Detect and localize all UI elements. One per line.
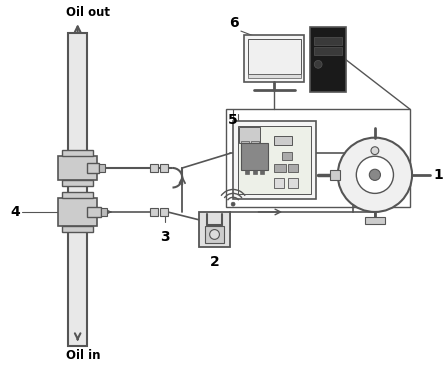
Bar bbox=[248, 39, 301, 74]
Bar bbox=[58, 198, 97, 226]
Circle shape bbox=[371, 147, 379, 155]
Bar bbox=[310, 27, 345, 92]
Text: Oil out: Oil out bbox=[66, 6, 110, 20]
Bar bbox=[244, 35, 305, 82]
Bar bbox=[205, 226, 224, 243]
Bar bbox=[238, 126, 311, 194]
Bar bbox=[274, 136, 292, 145]
Bar bbox=[87, 207, 101, 217]
Bar bbox=[199, 212, 230, 247]
Circle shape bbox=[314, 60, 322, 68]
Bar bbox=[101, 208, 107, 216]
Bar bbox=[261, 170, 265, 174]
Bar bbox=[253, 170, 257, 174]
Bar bbox=[68, 33, 87, 346]
Bar bbox=[62, 226, 93, 231]
Text: 1: 1 bbox=[433, 168, 443, 182]
Bar bbox=[226, 109, 410, 207]
Bar bbox=[87, 163, 99, 173]
Bar bbox=[99, 164, 105, 172]
Bar bbox=[274, 164, 286, 172]
Text: 3: 3 bbox=[160, 230, 170, 244]
Bar bbox=[150, 164, 158, 172]
Bar bbox=[330, 170, 340, 180]
Bar bbox=[365, 217, 385, 224]
Circle shape bbox=[357, 156, 393, 194]
Text: 6: 6 bbox=[230, 16, 239, 30]
Bar bbox=[251, 141, 258, 145]
Bar bbox=[62, 151, 93, 156]
Bar bbox=[274, 178, 284, 188]
Text: 4: 4 bbox=[10, 205, 20, 219]
Bar bbox=[160, 208, 167, 216]
Circle shape bbox=[338, 138, 412, 212]
Bar bbox=[248, 74, 301, 78]
Bar bbox=[239, 127, 261, 142]
Bar bbox=[245, 170, 249, 174]
Circle shape bbox=[369, 169, 381, 180]
Bar bbox=[314, 47, 341, 54]
Bar bbox=[62, 180, 93, 185]
Bar bbox=[58, 156, 97, 180]
Circle shape bbox=[210, 230, 219, 239]
Text: Oil in: Oil in bbox=[66, 349, 100, 362]
Bar bbox=[233, 121, 316, 199]
Bar bbox=[241, 142, 268, 170]
Circle shape bbox=[231, 202, 235, 206]
Bar bbox=[62, 192, 93, 198]
Bar bbox=[150, 208, 158, 216]
Bar bbox=[241, 141, 249, 145]
Bar bbox=[282, 152, 292, 160]
Bar bbox=[314, 37, 341, 45]
Bar bbox=[288, 164, 297, 172]
Bar bbox=[288, 178, 297, 188]
Bar bbox=[160, 164, 167, 172]
Text: 2: 2 bbox=[210, 255, 219, 269]
Text: 5: 5 bbox=[228, 113, 238, 127]
